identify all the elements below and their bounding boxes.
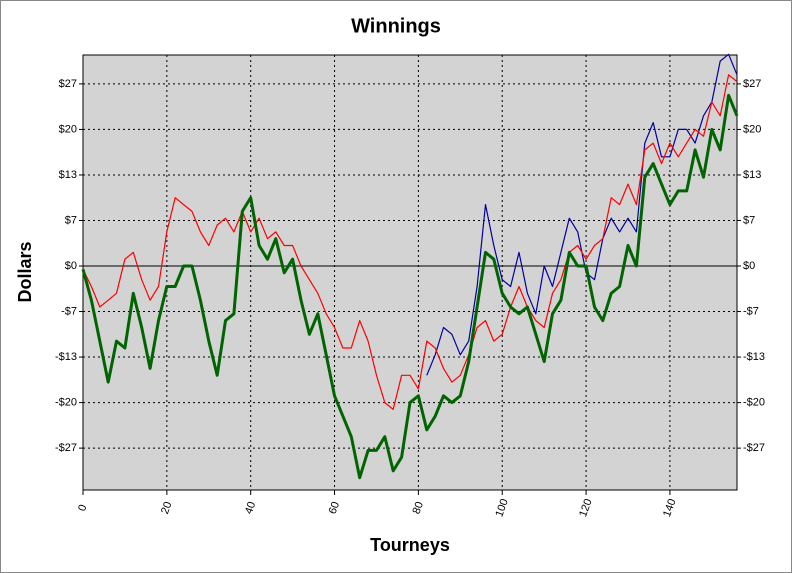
- chart-title: Winnings: [351, 15, 441, 37]
- y-tick-label: $13: [59, 169, 77, 181]
- y2-tick-label: $27: [743, 78, 761, 90]
- x-tick-label: 120: [577, 497, 595, 518]
- y-tick-label: $20: [59, 123, 77, 135]
- x-tick-label: 60: [327, 500, 342, 516]
- x-tick-label: 100: [493, 497, 511, 518]
- y2-tick-label: -$27: [743, 442, 765, 454]
- x-tick-label: 40: [243, 500, 258, 516]
- x-tick-label: 80: [411, 500, 426, 516]
- x-tick-label: 0: [76, 503, 89, 513]
- y2-tick-label: $13: [743, 169, 761, 181]
- y-tick-label: $0: [65, 260, 77, 272]
- x-tick-label: 140: [661, 497, 679, 518]
- y-tick-label: -$20: [55, 396, 77, 408]
- y-tick-label: -$27: [55, 442, 77, 454]
- y2-tick-label: -$7: [743, 305, 759, 317]
- y2-tick-label: $20: [743, 123, 761, 135]
- x-axis-title: Tourneys: [370, 535, 450, 555]
- y-tick-label: -$13: [55, 351, 77, 363]
- y2-tick-label: $0: [743, 260, 755, 272]
- x-tick-label: 20: [159, 500, 174, 516]
- series-line: [81, 93, 739, 480]
- y-tick-label: $7: [65, 214, 77, 226]
- series-line: [82, 74, 738, 410]
- y-tick-label: -$7: [61, 305, 77, 317]
- y-tick-label: $27: [59, 78, 77, 90]
- y-axis-title: Dollars: [15, 241, 35, 302]
- y2-tick-label: -$20: [743, 396, 765, 408]
- plot-area: [82, 54, 738, 491]
- y2-tick-label: $7: [743, 214, 755, 226]
- y2-tick-label: -$13: [743, 351, 765, 363]
